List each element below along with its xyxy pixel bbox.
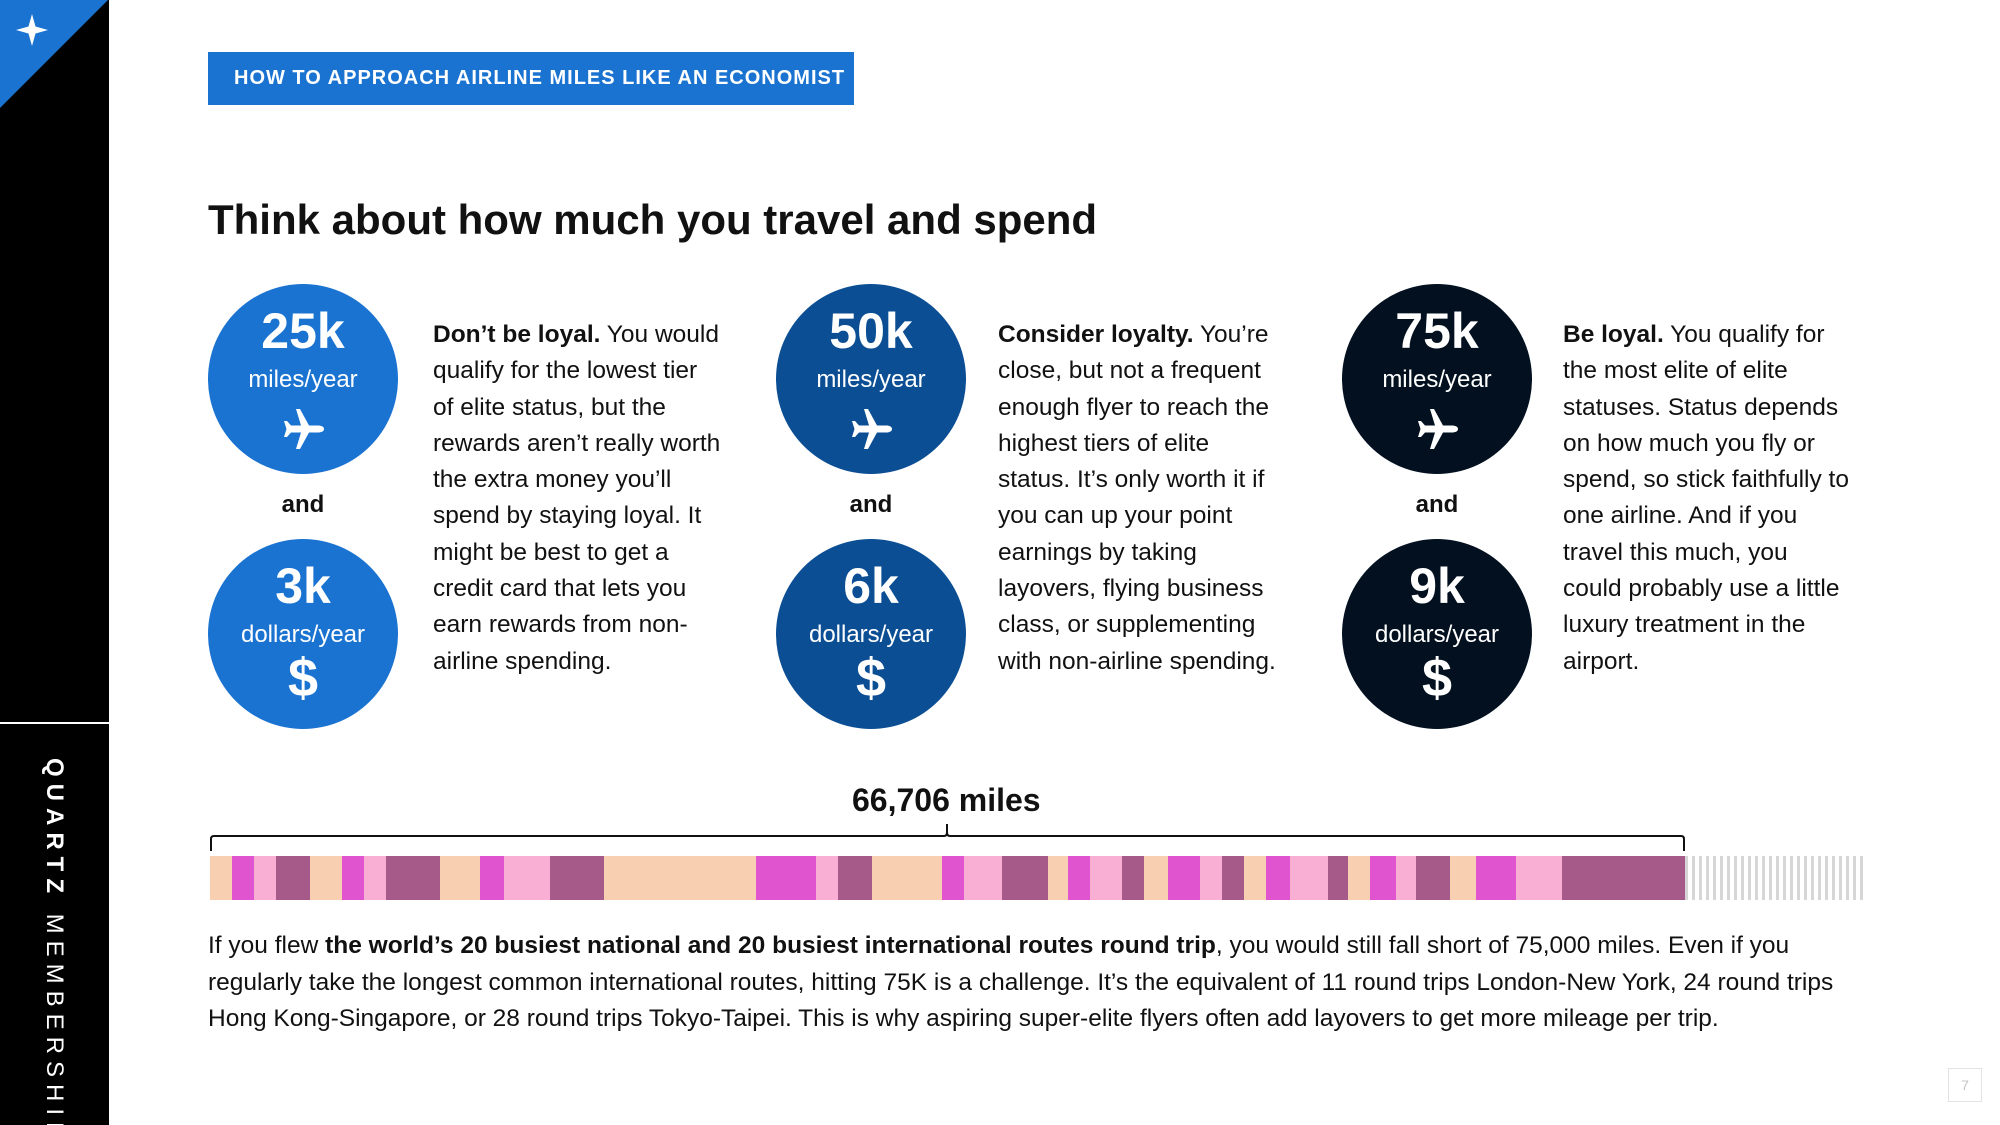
route-segment xyxy=(232,856,254,900)
route-segment xyxy=(1396,856,1416,900)
route-segment xyxy=(1266,856,1290,900)
route-segment xyxy=(276,856,310,900)
tier-2-lead: Consider loyalty. xyxy=(998,321,1194,348)
dollars-value: 3k xyxy=(275,558,331,614)
tier-1-description: Don’t be loyal. You would qualify for th… xyxy=(433,317,723,680)
route-segment xyxy=(942,856,964,900)
route-segment xyxy=(838,856,872,900)
route-segment xyxy=(440,856,480,900)
shortfall-to-75k xyxy=(1685,856,1865,900)
dollars-value: 9k xyxy=(1409,558,1465,614)
tier-1-lead: Don’t be loyal. xyxy=(433,321,601,348)
sidebar: QUARTZ MEMBERSHIP xyxy=(0,0,109,1125)
and-connector: and xyxy=(281,491,325,518)
route-segment xyxy=(1168,856,1200,900)
route-segment xyxy=(1328,856,1348,900)
route-segment xyxy=(1416,856,1450,900)
route-segment xyxy=(964,856,1002,900)
and-connector: and xyxy=(1415,491,1459,518)
route-segment xyxy=(386,856,440,900)
route-segment xyxy=(210,856,232,900)
dollars-unit: dollars/year xyxy=(240,621,366,648)
sidebar-divider xyxy=(0,722,109,724)
page-title: Think about how much you travel and spen… xyxy=(208,196,1098,243)
route-segment xyxy=(1476,856,1516,900)
footnote-bold: the world’s 20 busiest national and 20 b… xyxy=(325,932,1216,959)
miles-circle-tier-3: 75k miles/year xyxy=(1342,284,1532,474)
route-segment xyxy=(310,856,342,900)
dollars-unit: dollars/year xyxy=(808,621,934,648)
miles-value: 25k xyxy=(261,303,345,359)
route-segment xyxy=(1290,856,1328,900)
tier-3-text: You qualify for the most elite of elite … xyxy=(1563,321,1849,675)
route-segment xyxy=(1122,856,1144,900)
dollar-icon: $ xyxy=(1421,648,1453,708)
route-segment xyxy=(1222,856,1244,900)
route-segment xyxy=(1244,856,1266,900)
route-segment xyxy=(480,856,504,900)
dollars-circle-tier-2: 6k dollars/year $ xyxy=(776,539,966,729)
miles-unit: miles/year xyxy=(816,366,926,393)
tier-2-text: You’re close, but not a frequent enough … xyxy=(998,321,1276,675)
route-segment xyxy=(1516,856,1562,900)
route-segment xyxy=(1090,856,1122,900)
route-segment xyxy=(1450,856,1476,900)
route-segment xyxy=(254,856,276,900)
routes-mileage-bar xyxy=(210,856,1685,900)
and-connector: and xyxy=(849,491,893,518)
footnote-paragraph: If you flew the world’s 20 busiest natio… xyxy=(208,928,1848,1038)
airplane-icon xyxy=(284,409,324,449)
page-number: 7 xyxy=(1948,1068,1982,1102)
brand-light: MEMBERSHIP xyxy=(41,913,68,1125)
route-segment xyxy=(1562,856,1685,900)
route-segment xyxy=(1002,856,1048,900)
miles-value: 75k xyxy=(1395,303,1479,359)
route-segment xyxy=(364,856,386,900)
route-segment xyxy=(816,856,838,900)
tier-2-description: Consider loyalty. You’re close, but not … xyxy=(998,317,1288,680)
airplane-icon xyxy=(1418,409,1458,449)
miles-unit: miles/year xyxy=(248,366,358,393)
route-segment xyxy=(1348,856,1370,900)
route-segment xyxy=(504,856,550,900)
footnote-part-2: , you would still fall short of 75,000 m… xyxy=(208,932,1834,1032)
tier-1-text: You would qualify for the lowest tier of… xyxy=(433,321,721,675)
miles-total-label: 66,706 miles xyxy=(852,782,1041,818)
airplane-icon xyxy=(852,409,892,449)
dollar-icon: $ xyxy=(855,648,887,708)
footnote-part-1: If you flew xyxy=(208,932,326,959)
dollar-icon: $ xyxy=(287,648,319,708)
dollars-unit: dollars/year xyxy=(1374,621,1500,648)
sparkle-icon xyxy=(16,14,48,46)
route-segment xyxy=(1068,856,1090,900)
route-segment xyxy=(604,856,756,900)
dollars-circle-tier-1: 3k dollars/year $ xyxy=(208,539,398,729)
tier-3-description: Be loyal. You qualify for the most elite… xyxy=(1563,317,1853,680)
route-segment xyxy=(1200,856,1222,900)
brand-bold: QUARTZ xyxy=(41,758,68,900)
route-segment xyxy=(756,856,816,900)
section-tag: HOW TO APPROACH AIRLINE MILES LIKE AN EC… xyxy=(208,52,854,105)
tier-3-lead: Be loyal. xyxy=(1563,321,1664,348)
corner-accent xyxy=(0,0,108,108)
miles-unit: miles/year xyxy=(1382,366,1492,393)
miles-bracket xyxy=(210,824,1685,851)
miles-circle-tier-1: 25k miles/year xyxy=(208,284,398,474)
route-segment xyxy=(1048,856,1068,900)
route-segment xyxy=(1144,856,1168,900)
route-segment xyxy=(872,856,942,900)
route-segment xyxy=(1370,856,1396,900)
miles-circle-tier-2: 50k miles/year xyxy=(776,284,966,474)
miles-value: 50k xyxy=(829,303,913,359)
dollars-circle-tier-3: 9k dollars/year $ xyxy=(1342,539,1532,729)
route-segment xyxy=(550,856,604,900)
dollars-value: 6k xyxy=(843,558,899,614)
route-segment xyxy=(342,856,364,900)
brand-wordmark: QUARTZ MEMBERSHIP xyxy=(40,758,68,1125)
